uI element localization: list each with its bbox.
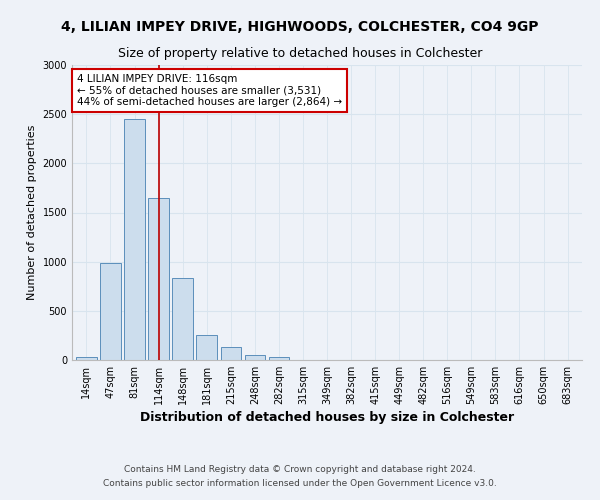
Bar [100, 262, 121, 360]
Bar [172, 278, 193, 360]
Bar [148, 198, 169, 360]
Bar [221, 347, 241, 360]
Y-axis label: Number of detached properties: Number of detached properties [27, 125, 37, 300]
Text: Contains HM Land Registry data © Crown copyright and database right 2024.
Contai: Contains HM Land Registry data © Crown c… [103, 466, 497, 487]
Bar [124, 119, 145, 360]
Bar [269, 357, 289, 360]
Text: 4 LILIAN IMPEY DRIVE: 116sqm
← 55% of detached houses are smaller (3,531)
44% of: 4 LILIAN IMPEY DRIVE: 116sqm ← 55% of de… [77, 74, 342, 107]
Bar [196, 336, 217, 360]
Bar [245, 355, 265, 360]
Bar [76, 357, 97, 360]
X-axis label: Distribution of detached houses by size in Colchester: Distribution of detached houses by size … [140, 411, 514, 424]
Text: Size of property relative to detached houses in Colchester: Size of property relative to detached ho… [118, 48, 482, 60]
Text: 4, LILIAN IMPEY DRIVE, HIGHWOODS, COLCHESTER, CO4 9GP: 4, LILIAN IMPEY DRIVE, HIGHWOODS, COLCHE… [61, 20, 539, 34]
